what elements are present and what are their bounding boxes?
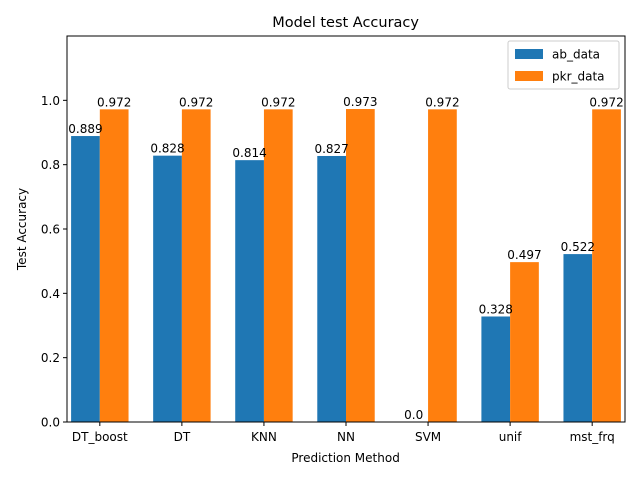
bar-pkr_data-unif — [510, 262, 539, 422]
legend-swatch-pkr_data — [515, 71, 543, 81]
x-tick-label-unif: unif — [499, 430, 523, 444]
value-label-ab_data-NN: 0.827 — [314, 142, 348, 156]
x-axis-label: Prediction Method — [291, 451, 399, 465]
x-tick-label-NN: NN — [337, 430, 355, 444]
bar-ab_data-mst_frq — [563, 254, 593, 422]
bar-ab_data-unif — [481, 316, 511, 422]
y-axis-label: Test Accuracy — [15, 188, 29, 271]
value-label-ab_data-KNN: 0.814 — [232, 146, 266, 160]
bar-ab_data-DT_boost — [71, 136, 100, 423]
x-tick-label-DT_boost: DT_boost — [72, 430, 128, 444]
bar-pkr_data-DT_boost — [99, 109, 129, 422]
bar-ab_data-KNN — [235, 160, 264, 422]
y-tick-label-1.0: 1.0 — [41, 94, 60, 108]
y-tick-label-0.4: 0.4 — [41, 287, 60, 301]
bar-pkr_data-NN — [346, 109, 375, 423]
x-tick-label-SVM: SVM — [415, 430, 441, 444]
value-label-pkr_data-unif: 0.497 — [507, 248, 541, 262]
value-label-pkr_data-NN: 0.973 — [343, 95, 377, 109]
value-label-pkr_data-DT: 0.972 — [179, 95, 213, 109]
bars-layer — [71, 109, 621, 423]
x-tick-label-KNN: KNN — [251, 430, 277, 444]
value-label-ab_data-unif: 0.328 — [479, 302, 513, 316]
bar-pkr_data-SVM — [428, 109, 457, 422]
value-label-pkr_data-SVM: 0.972 — [425, 95, 459, 109]
bar-pkr_data-DT — [181, 109, 211, 422]
bar-ab_data-NN — [317, 155, 346, 423]
value-label-ab_data-mst_frq: 0.522 — [561, 240, 595, 254]
x-axis: DT_boost DT KNN NN SVM unif mst_frq — [72, 422, 615, 444]
legend-label-ab_data: ab_data — [552, 48, 600, 62]
x-tick-label-mst_frq: mst_frq — [570, 430, 615, 444]
y-tick-label-0.8: 0.8 — [41, 158, 60, 172]
y-tick-label-0.2: 0.2 — [41, 351, 60, 365]
value-label-ab_data-SVM: 0.0 — [404, 408, 423, 422]
value-label-ab_data-DT_boost: 0.889 — [68, 122, 102, 136]
bar-pkr_data-mst_frq — [592, 109, 621, 422]
bar-pkr_data-KNN — [263, 109, 293, 422]
plot-frame — [66, 35, 626, 423]
bar-ab_data-DT — [153, 155, 182, 422]
y-tick-label-0.0: 0.0 — [41, 416, 60, 430]
value-label-pkr_data-KNN: 0.972 — [261, 95, 295, 109]
value-label-pkr_data-mst_frq: 0.972 — [589, 95, 623, 109]
value-labels-layer: 0.889 0.972 0.828 0.972 0.814 0.972 0.827 0.973… — [68, 95, 623, 422]
x-tick-label-DT: DT — [174, 430, 191, 444]
y-tick-label-0.6: 0.6 — [41, 223, 60, 237]
y-axis: 0.0 0.2 0.4 0.6 0.8 1.0 — [41, 94, 67, 430]
legend: ab_data pkr_data — [507, 40, 620, 90]
value-label-pkr_data-DT_boost: 0.972 — [97, 95, 131, 109]
legend-swatch-ab_data — [515, 49, 543, 59]
legend-label-pkr_data: pkr_data — [552, 70, 605, 84]
chart-title: Model test Accuracy — [272, 15, 419, 31]
value-label-ab_data-DT: 0.828 — [150, 142, 184, 156]
